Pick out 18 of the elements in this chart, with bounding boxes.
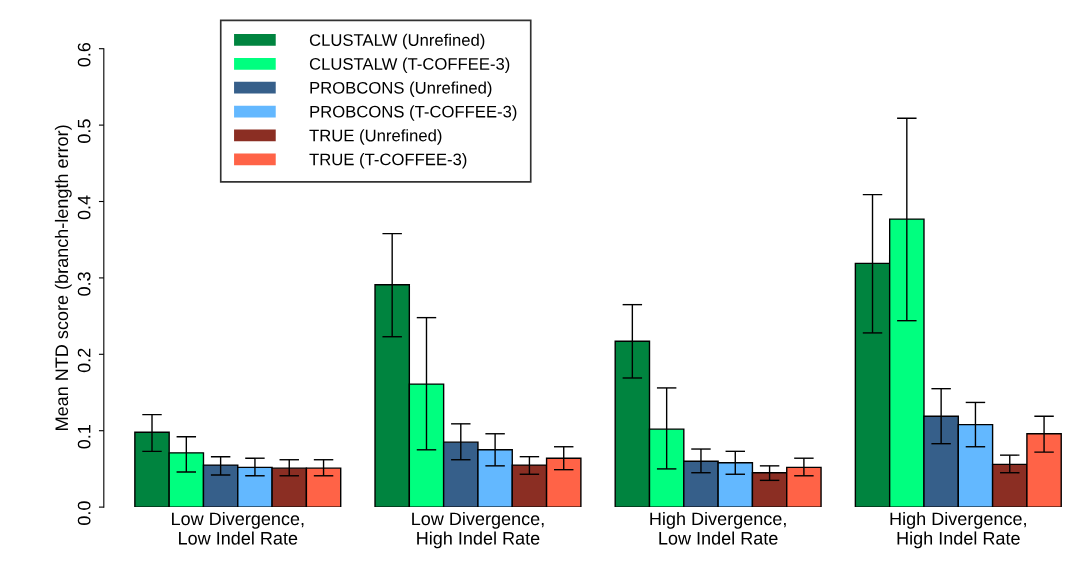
y-tick-label: 0.2: [77, 348, 91, 373]
x-tick-label: Low Divergence, High Indel Rate: [412, 511, 544, 549]
y-tick-label: 0.4: [77, 195, 91, 220]
legend-label: PROBCONS (Unrefined): [310, 81, 492, 97]
x-tick-label: Low Divergence, Low Indel Rate: [172, 511, 304, 545]
y-tick-label: 0.6: [77, 42, 91, 67]
y-tick-label: 0.3: [77, 272, 91, 296]
y-tick-label: 0.5: [77, 119, 91, 143]
y-tick-label: 0.1: [77, 425, 91, 449]
legend-label: PROBCONS (T-COFFEE-3): [310, 105, 517, 121]
legend-label: CLUSTALW (T-COFFEE-3): [309, 57, 510, 74]
x-tick-label: High Divergence, High Indel Rate: [890, 511, 1026, 549]
legend-label: TRUE (T-COFFEE-3): [309, 153, 467, 169]
x-tick-label: High Divergence, Low Indel Rate: [650, 511, 786, 545]
legend-label: CLUSTALW (Unrefined): [309, 33, 485, 50]
legend-label: TRUE (Unrefined): [309, 129, 442, 145]
y-tick-label: 0.0: [77, 501, 91, 525]
y-axis-title: Mean NTD score (branch-length error): [54, 125, 72, 430]
